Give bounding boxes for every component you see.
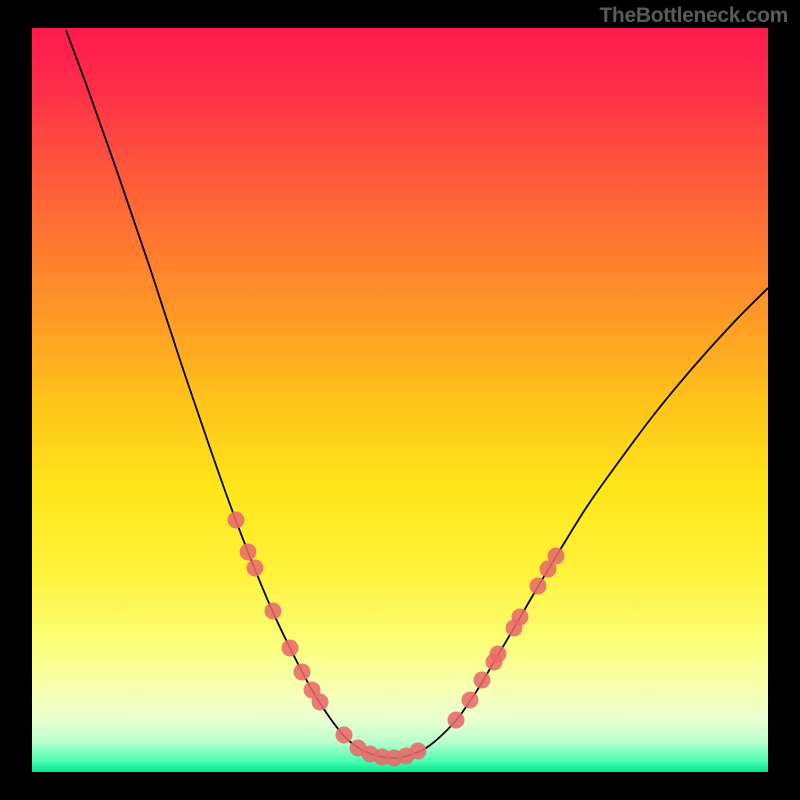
- data-marker: [265, 603, 282, 620]
- data-marker: [240, 544, 257, 561]
- data-marker: [512, 609, 529, 626]
- data-marker: [548, 548, 565, 565]
- data-marker: [247, 560, 264, 577]
- data-marker: [530, 578, 547, 595]
- chart-svg: [0, 0, 800, 800]
- data-marker: [462, 692, 479, 709]
- bottleneck-chart: [0, 0, 800, 800]
- data-marker: [294, 664, 311, 681]
- data-marker: [448, 712, 465, 729]
- data-marker: [474, 672, 491, 689]
- gradient-panel: [32, 28, 768, 772]
- data-marker: [282, 640, 299, 657]
- data-marker: [490, 646, 507, 663]
- data-marker: [336, 727, 353, 744]
- data-marker: [410, 743, 427, 760]
- watermark-text: TheBottleneck.com: [599, 4, 788, 28]
- data-marker: [312, 694, 329, 711]
- data-marker: [228, 512, 245, 529]
